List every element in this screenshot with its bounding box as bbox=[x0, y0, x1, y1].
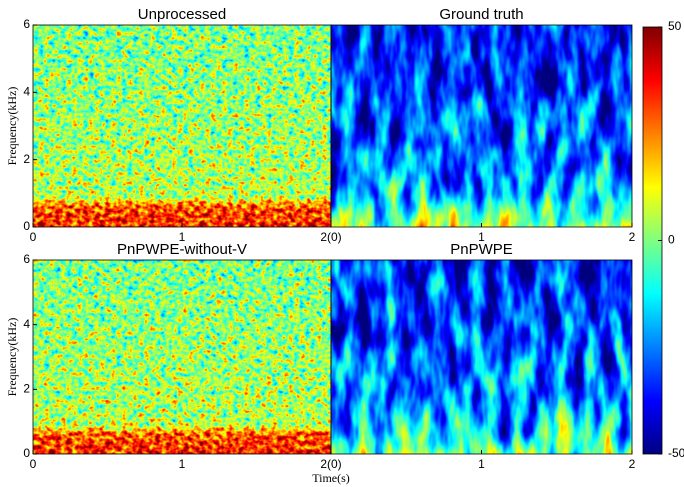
y-tick-label: 6 bbox=[23, 252, 30, 266]
x-tick-label: 2 bbox=[629, 230, 636, 244]
x-tick-label: 2(0) bbox=[320, 230, 341, 244]
spectrogram bbox=[33, 25, 331, 227]
x-tick-label: 2 bbox=[629, 457, 636, 471]
panel-title: PnPWPE-without-V bbox=[117, 241, 247, 258]
x-axis-label: Time(s) bbox=[312, 471, 350, 485]
x-tick-label: 0 bbox=[30, 230, 37, 244]
y-axis-label: Frequency(kHz) bbox=[5, 318, 19, 397]
figure: Unprocessed 0 1 2(0) 0 2 4 6 Frequency(kHz) Groun… bbox=[0, 0, 684, 487]
y-tick-label: 0 bbox=[23, 446, 30, 460]
spectrogram bbox=[331, 260, 632, 454]
y-tick-label: 4 bbox=[23, 317, 30, 331]
y-tick-label: 0 bbox=[23, 219, 30, 233]
x-tick-label: 0 bbox=[30, 457, 37, 471]
x-tick-label: 2(0) bbox=[320, 457, 341, 471]
x-tick-label: 1 bbox=[179, 457, 186, 471]
colorbar-tick-label: 0 bbox=[668, 233, 675, 247]
spectrogram bbox=[33, 260, 331, 454]
y-tick-label: 2 bbox=[23, 382, 30, 396]
panel-title: Ground truth bbox=[439, 6, 523, 23]
panel-title: Unprocessed bbox=[138, 6, 226, 23]
x-tick-label: 1 bbox=[478, 457, 485, 471]
colorbar-tick-label: 50 bbox=[668, 19, 682, 33]
spectrogram bbox=[331, 25, 632, 227]
panel-title: PnPWPE bbox=[450, 241, 513, 258]
page: Unprocessed 0 1 2(0) 0 2 4 6 Frequency(kHz) Groun… bbox=[0, 0, 684, 487]
colorbar-tick-label: -50 bbox=[668, 446, 684, 460]
y-axis-label: Frequency(kHz) bbox=[5, 87, 19, 166]
y-tick-label: 4 bbox=[23, 85, 30, 99]
y-tick-label: 2 bbox=[23, 152, 30, 166]
y-tick-label: 6 bbox=[23, 17, 30, 31]
